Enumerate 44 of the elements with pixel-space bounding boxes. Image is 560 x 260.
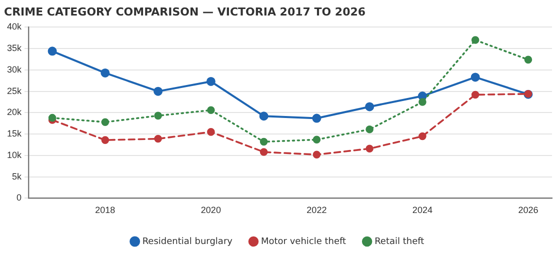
point xyxy=(365,102,374,112)
x-tick-label: 2018 xyxy=(95,205,116,216)
point xyxy=(207,106,215,114)
point xyxy=(154,134,162,143)
y-tick-label: 25k xyxy=(6,86,22,96)
y-tick-label: 35k xyxy=(6,43,22,54)
y-tick-label: 20k xyxy=(6,107,22,118)
point xyxy=(154,112,162,120)
point xyxy=(48,46,57,56)
point xyxy=(312,150,321,158)
y-tick-label: 15k xyxy=(6,128,22,139)
y-tick-label: 30k xyxy=(6,64,22,74)
point xyxy=(260,148,268,156)
legend-label: Motor vehicle theft xyxy=(260,236,347,247)
y-tick-label: 0 xyxy=(16,192,22,203)
point xyxy=(312,136,321,144)
y-tick-label: 5k xyxy=(12,171,22,182)
legend-label: Retail theft xyxy=(374,236,425,247)
point xyxy=(524,56,532,64)
point xyxy=(470,72,480,82)
point xyxy=(100,68,110,78)
x-tick-label: 2024 xyxy=(412,205,432,216)
point xyxy=(101,136,110,144)
point xyxy=(101,118,110,126)
point xyxy=(418,132,426,140)
point xyxy=(207,128,215,136)
y-tick-label: 40k xyxy=(6,22,22,32)
point xyxy=(471,36,480,44)
point xyxy=(154,86,163,96)
point xyxy=(259,112,268,121)
legend-label: Residential burglary xyxy=(142,236,234,247)
point xyxy=(48,114,56,122)
point xyxy=(418,98,426,106)
x-tick-label: 2022 xyxy=(306,205,327,216)
point xyxy=(366,125,374,134)
chart-title: CRIME CATEGORY COMPARISON — VICTORIA 2017 TO 2026 xyxy=(4,5,366,18)
point xyxy=(471,90,480,99)
point xyxy=(366,144,374,153)
y-tick-label: 10k xyxy=(6,150,22,160)
point xyxy=(260,138,268,146)
x-tick-label: 2026 xyxy=(518,205,538,216)
x-tick-label: 2020 xyxy=(200,205,221,216)
point xyxy=(206,76,216,86)
point xyxy=(312,114,322,123)
